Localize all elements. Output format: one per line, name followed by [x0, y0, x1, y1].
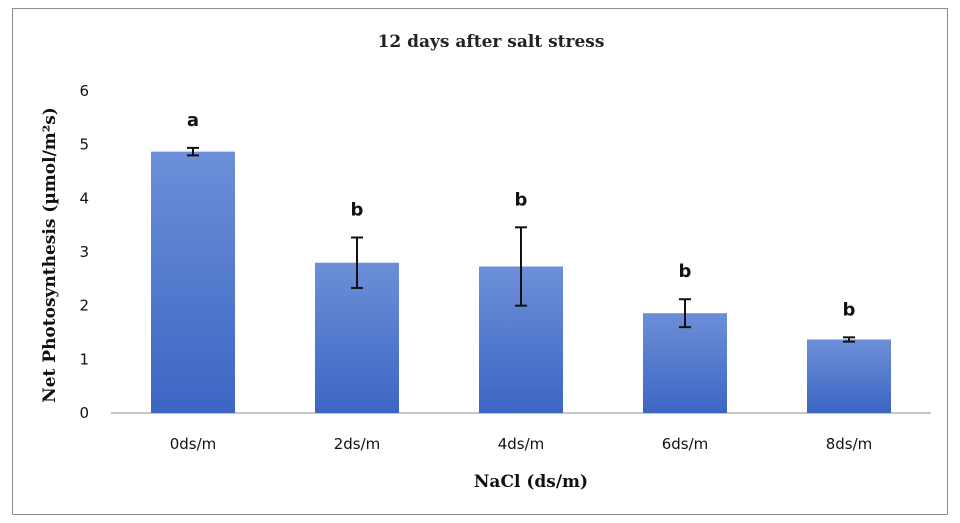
- y-tick-label: 2: [79, 297, 89, 315]
- chart-frame: 12 days after salt stress 0 1 2 3 4 5 6 a 0ds/m b…: [12, 8, 948, 515]
- significance-label: b: [515, 189, 528, 210]
- significance-label: b: [679, 261, 692, 282]
- y-tick-label: 3: [79, 243, 89, 261]
- y-tick-label: 6: [79, 82, 89, 100]
- x-axis-title: NaCl (ds/m): [474, 472, 588, 492]
- x-tick-label: 4ds/m: [498, 435, 545, 453]
- x-tick-label: 2ds/m: [334, 435, 381, 453]
- y-tick-label: 1: [79, 350, 89, 368]
- significance-label: a: [187, 110, 199, 131]
- chart-title: 12 days after salt stress: [378, 32, 605, 52]
- x-tick-label: 0ds/m: [170, 435, 217, 453]
- x-tick-label: 6ds/m: [662, 435, 709, 453]
- y-axis-title: Net Photosynthesis (µmol/m²s): [40, 107, 60, 403]
- plot-area: 0 1 2 3 4 5 6 a 0ds/m b 2ds/m b 4ds/m b 6ds/m b 8ds/m: [79, 82, 931, 453]
- bar: [807, 339, 891, 413]
- significance-label: b: [843, 299, 856, 320]
- bar: [151, 151, 235, 414]
- significance-label: b: [351, 200, 364, 221]
- y-tick-label: 5: [79, 136, 89, 154]
- y-tick-label: 4: [79, 189, 89, 207]
- bar: [643, 313, 727, 413]
- bar-chart: 12 days after salt stress 0 1 2 3 4 5 6 a 0ds/m b…: [40, 32, 931, 492]
- x-tick-label: 8ds/m: [826, 435, 873, 453]
- y-tick-label: 0: [79, 404, 89, 422]
